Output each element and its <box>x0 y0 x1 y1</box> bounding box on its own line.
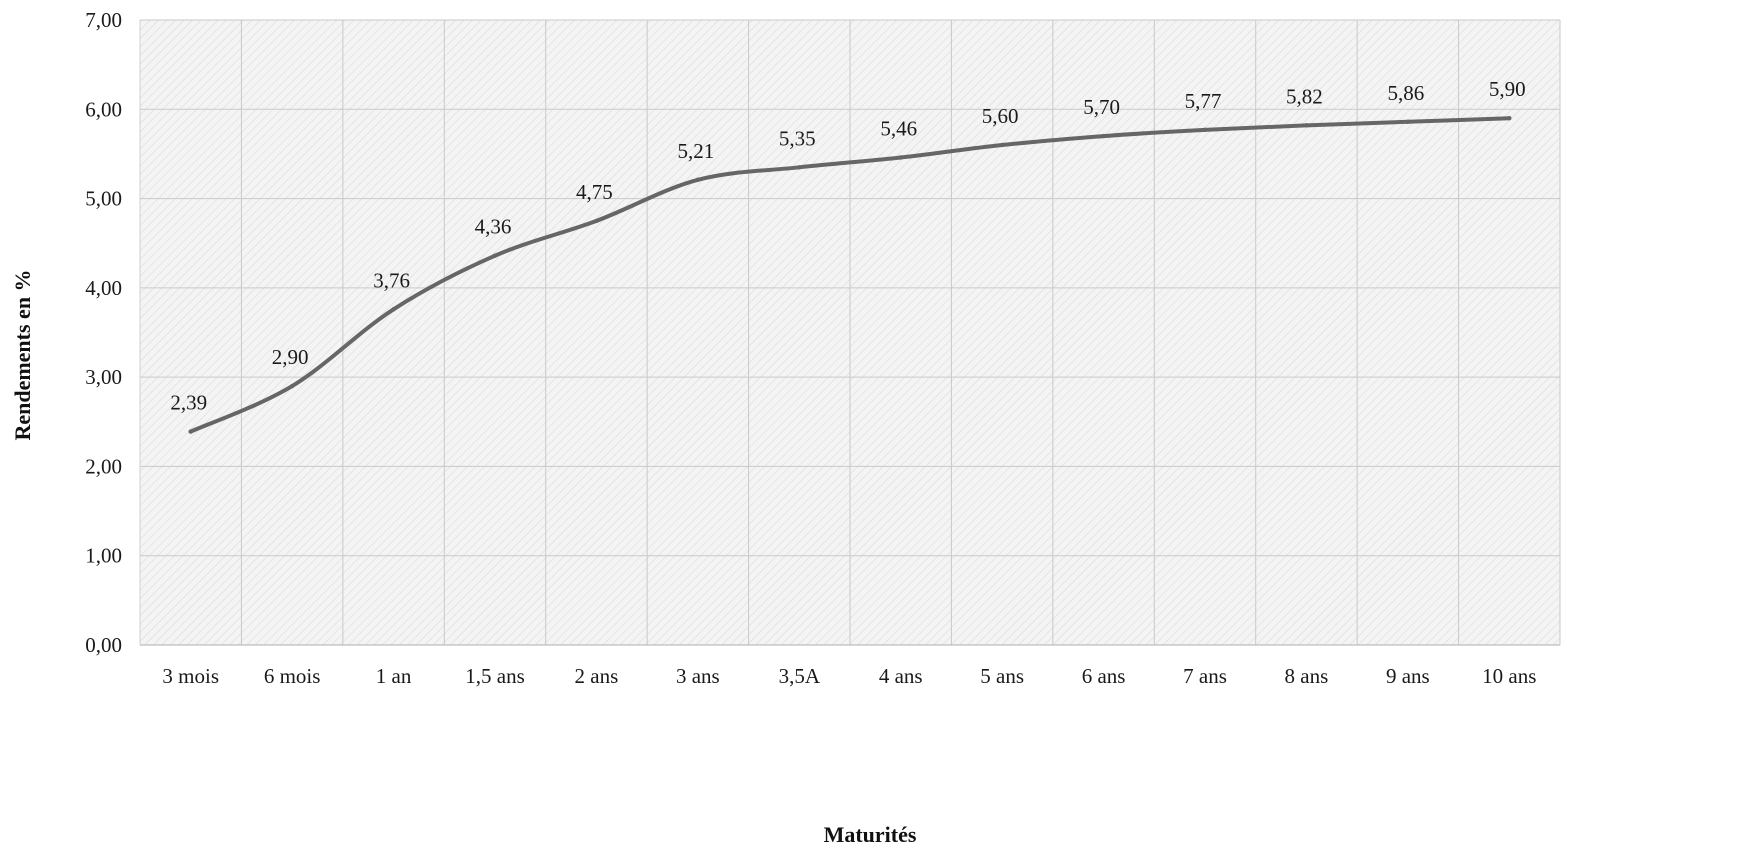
data-point <box>695 177 701 183</box>
x-tick-label: 1 an <box>376 664 412 688</box>
data-point <box>289 383 295 389</box>
x-tick-label: 6 ans <box>1082 664 1126 688</box>
x-tick-label: 5 ans <box>980 664 1024 688</box>
data-label: 4,36 <box>475 215 512 239</box>
data-point <box>999 142 1005 148</box>
data-label: 3,76 <box>373 268 410 292</box>
x-tick-label: 8 ans <box>1285 664 1329 688</box>
data-point <box>1507 116 1512 121</box>
y-tick-label: 6,00 <box>85 97 122 121</box>
data-label: 5,86 <box>1387 81 1424 105</box>
data-labels: 2,39 2,90 3,76 4,36 4,75 5,21 5,35 5,46 5,60 5,70… <box>170 77 1525 414</box>
x-tick-label: 1,5 ans <box>465 664 525 688</box>
data-label: 5,60 <box>982 104 1019 128</box>
data-label: 5,70 <box>1083 95 1120 119</box>
y-tick-label: 0,00 <box>85 633 122 657</box>
data-point <box>188 429 193 434</box>
x-tick-label: 3 mois <box>162 664 219 688</box>
y-tick-label: 2,00 <box>85 454 122 478</box>
y-tick-label: 7,00 <box>85 8 122 32</box>
data-point <box>492 253 498 258</box>
y-tick-label: 5,00 <box>85 187 122 211</box>
data-label: 4,75 <box>576 180 613 204</box>
data-label: 5,82 <box>1286 84 1323 108</box>
x-tick-label: 4 ans <box>879 664 923 688</box>
series <box>188 116 1512 434</box>
data-point <box>391 307 396 312</box>
data-label: 5,90 <box>1489 77 1526 101</box>
x-axis-title: Maturités <box>824 822 917 847</box>
axes: 0,00 1,00 2,00 3,00 4,00 5,00 6,00 7,00 3 mois 6 … <box>85 8 1560 688</box>
data-label: 5,46 <box>880 117 917 141</box>
data-point <box>1304 123 1309 128</box>
x-tick-label: 3 ans <box>676 664 720 688</box>
data-label: 5,21 <box>677 139 714 163</box>
data-label: 2,39 <box>170 391 207 415</box>
x-tick-label: 7 ans <box>1183 664 1227 688</box>
data-point <box>1101 133 1106 139</box>
y-tick-label: 1,00 <box>85 544 122 568</box>
data-label: 5,77 <box>1185 89 1222 113</box>
x-tick-label: 9 ans <box>1386 664 1430 688</box>
data-label: 2,90 <box>272 345 309 369</box>
x-tick-label: 3,5A <box>779 664 821 688</box>
data-point <box>1405 119 1411 124</box>
y-axis-title: Rendements en % <box>10 269 35 440</box>
data-label: 5,35 <box>779 126 816 150</box>
y-tick-label: 3,00 <box>85 365 122 389</box>
x-tick-label: 6 mois <box>264 664 321 688</box>
series-line <box>188 116 1512 434</box>
data-point <box>898 155 903 160</box>
data-point <box>797 165 802 170</box>
data-point <box>1202 127 1208 133</box>
data-point <box>594 218 599 224</box>
y-tick-label: 4,00 <box>85 276 122 300</box>
x-tick-label: 10 ans <box>1482 664 1536 688</box>
x-tick-label: 2 ans <box>575 664 619 688</box>
